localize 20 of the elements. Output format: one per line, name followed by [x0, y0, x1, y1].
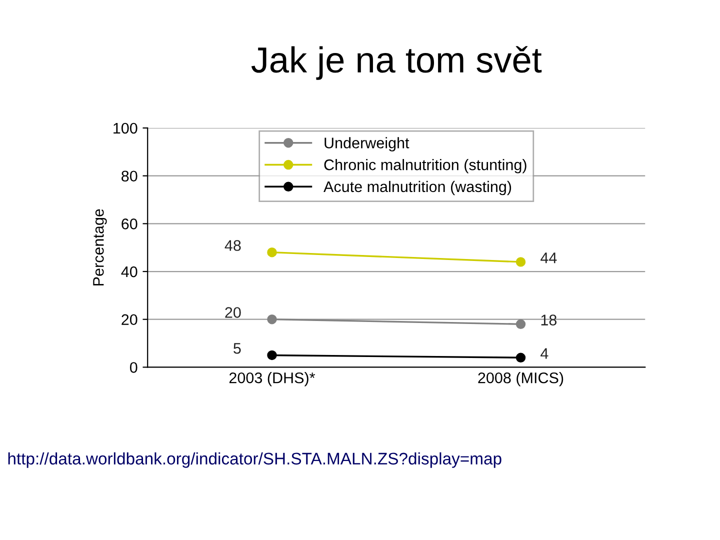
y-tick-label: 0 — [130, 362, 138, 373]
y-tick-label: 40 — [121, 266, 138, 278]
text: http://data.worldbank.org/indicator/SH.STA.MALN.ZS?display=map — [8, 452, 502, 468]
y-tick-label: 100 — [114, 122, 138, 134]
data-label: 44 — [540, 252, 557, 264]
x-tick-label: 2003 (DHS)* — [229, 372, 316, 386]
data-label: 5 — [234, 343, 241, 354]
data-label: 4 — [540, 348, 548, 359]
y-axis-title: Percentage — [93, 209, 107, 286]
chart-title: Jak je na tom svět — [251, 46, 542, 80]
legend-label: Chronic malnutrition (stunting) — [324, 159, 526, 174]
legend-label: Underweight — [324, 137, 410, 152]
y-tick-label: 20 — [122, 314, 138, 326]
legend-label: Acute malnutrition (wasting) — [324, 180, 512, 196]
y-tick-label: 80 — [122, 170, 138, 182]
data-label: 48 — [224, 240, 241, 251]
x-tick-label: 2008 (MICS) — [478, 372, 564, 386]
data-label: 18 — [541, 314, 557, 326]
y-tick-label: 60 — [122, 218, 138, 230]
data-label: 20 — [225, 307, 241, 318]
